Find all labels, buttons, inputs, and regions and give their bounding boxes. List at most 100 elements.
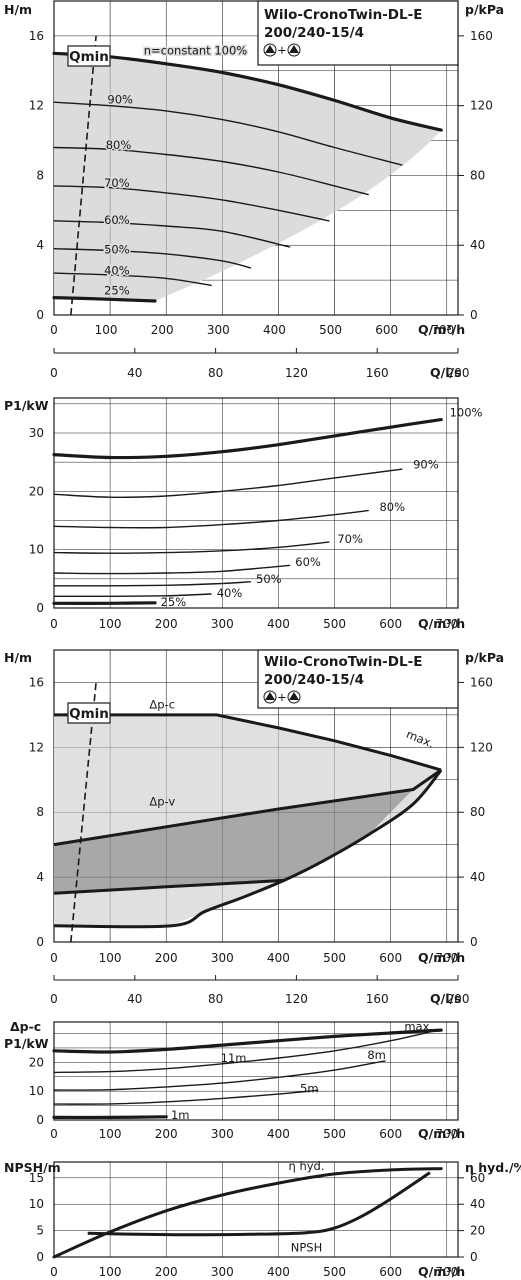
y-axis-right-label: p/kPa bbox=[465, 650, 504, 665]
y-right-tick-label: 160 bbox=[470, 29, 493, 43]
y-right-tick-label: 40 bbox=[470, 238, 485, 252]
dpv-curve bbox=[53, 768, 443, 847]
plus-label: + bbox=[277, 43, 287, 57]
x-tick-label: 200 bbox=[155, 1127, 178, 1141]
series-label: 25% bbox=[161, 595, 187, 609]
curve-50- bbox=[53, 248, 252, 269]
y-axis-label-2: P1/kW bbox=[4, 1036, 49, 1051]
series-label: n=constant 100% bbox=[144, 44, 248, 58]
x-tick-label: 500 bbox=[323, 951, 346, 965]
x2-tick-label: 120 bbox=[285, 992, 308, 1006]
x-tick-label: 200 bbox=[155, 1265, 178, 1279]
dpc-power-curve-max- bbox=[52, 1028, 443, 1054]
x-tick-label: 500 bbox=[323, 617, 346, 631]
x-tick-label: 400 bbox=[267, 1265, 290, 1279]
y-tick-label: 4 bbox=[36, 870, 44, 884]
qmin-box bbox=[67, 702, 111, 724]
power-curve-25pct bbox=[52, 601, 157, 605]
dpc-curve bbox=[54, 713, 442, 772]
y-tick-label: 0 bbox=[36, 1250, 44, 1264]
y-axis-right-label: η hyd./% bbox=[465, 1160, 521, 1175]
x2-tick-label: 0 bbox=[50, 992, 58, 1006]
x2-tick-label: 160 bbox=[366, 992, 389, 1006]
x-tick-label: 400 bbox=[267, 951, 290, 965]
chart-title: Wilo-CronoTwin-DL-E bbox=[264, 654, 422, 670]
series-label: 50% bbox=[256, 572, 282, 586]
series-label: 90% bbox=[107, 92, 133, 106]
x-tick-label: 200 bbox=[155, 617, 178, 631]
x-tick-label: 600 bbox=[379, 1265, 402, 1279]
pump-symbol-icon bbox=[289, 692, 299, 700]
series-label: 50% bbox=[104, 242, 130, 256]
x2-tick-label: 120 bbox=[285, 366, 308, 380]
efficiency-curve bbox=[52, 1167, 443, 1259]
y-right-tick-label: 160 bbox=[470, 675, 493, 689]
series-label: 8m bbox=[367, 1048, 386, 1062]
series-label: 1m bbox=[171, 1108, 190, 1122]
dpc-power-curve-8m bbox=[53, 1060, 386, 1091]
x-tick-label: 400 bbox=[267, 617, 290, 631]
x-axis-label: Q/m³/h bbox=[418, 1264, 465, 1279]
y-tick-label: 10 bbox=[29, 1197, 44, 1211]
plus-label: + bbox=[277, 690, 287, 704]
x2-tick-label: 80 bbox=[208, 992, 223, 1006]
y-right-tick-label: 20 bbox=[470, 1224, 485, 1238]
x-tick-label: 700 bbox=[435, 1127, 458, 1141]
x-tick-label: 100 bbox=[99, 1265, 122, 1279]
x-tick-label: 500 bbox=[319, 323, 342, 337]
series-label: 100% bbox=[450, 406, 483, 420]
qmin-label: Qmin bbox=[69, 706, 109, 722]
series-label: 80% bbox=[106, 138, 132, 152]
series-label: 5m bbox=[300, 1081, 319, 1095]
dpc-power-curve-1m bbox=[52, 1115, 168, 1120]
y-tick-label: 0 bbox=[36, 601, 44, 615]
x-tick-label: 600 bbox=[379, 617, 402, 631]
y-tick-label: 10 bbox=[29, 1084, 44, 1098]
y-tick-label: 16 bbox=[29, 675, 44, 689]
y-tick-label: 8 bbox=[36, 168, 44, 182]
curve-80- bbox=[53, 146, 369, 196]
y-axis-label: Δp-c bbox=[10, 1019, 41, 1034]
y-axis-label: H/m bbox=[4, 650, 32, 665]
dpc-label: Δp-c bbox=[149, 697, 175, 711]
plot-frame bbox=[53, 1021, 459, 1121]
x-tick-label: 0 bbox=[50, 1127, 58, 1141]
y-tick-label: 4 bbox=[36, 238, 44, 252]
y-axis-label: P1/kW bbox=[4, 398, 49, 413]
curve-n-constant-100- bbox=[52, 51, 443, 132]
x-tick-label: 0 bbox=[50, 951, 58, 965]
x-tick-label: 700 bbox=[435, 951, 458, 965]
series-label: 70% bbox=[337, 532, 363, 546]
x2-tick-label: 40 bbox=[127, 366, 142, 380]
y-right-tick-label: 120 bbox=[470, 740, 493, 754]
x-tick-label: 600 bbox=[379, 1127, 402, 1141]
x-tick-label: 200 bbox=[155, 951, 178, 965]
y-tick-label: 20 bbox=[29, 484, 44, 498]
dpv-label: Δp-v bbox=[149, 795, 175, 809]
series-label: 40% bbox=[104, 263, 130, 277]
x-tick-label: 600 bbox=[379, 951, 402, 965]
x2-tick-label: 160 bbox=[366, 366, 389, 380]
x-tick-label: 300 bbox=[211, 1127, 234, 1141]
y-tick-label: 10 bbox=[29, 543, 44, 557]
series-label: 11m bbox=[221, 1051, 247, 1065]
curve-70- bbox=[53, 185, 330, 222]
x-tick-label: 300 bbox=[211, 951, 234, 965]
y-tick-label: 16 bbox=[29, 29, 44, 43]
x-tick-label: 0 bbox=[50, 617, 58, 631]
x-tick-label: 700 bbox=[431, 323, 454, 337]
qmin-label: Qmin bbox=[69, 49, 109, 65]
x-tick-label: 500 bbox=[323, 1127, 346, 1141]
y-right-tick-label: 0 bbox=[470, 935, 478, 949]
pump-symbol-icon bbox=[265, 45, 275, 53]
series-label: η hyd. bbox=[289, 1159, 325, 1173]
series-label: 70% bbox=[104, 176, 130, 190]
x2-tick-label: 80 bbox=[208, 366, 223, 380]
qmin-line bbox=[70, 35, 97, 316]
x-tick-label: 100 bbox=[99, 1127, 122, 1141]
y-tick-label: 0 bbox=[36, 935, 44, 949]
y-tick-label: 12 bbox=[29, 99, 44, 113]
x-tick-label: 0 bbox=[50, 1265, 58, 1279]
pump-symbol-icon bbox=[265, 692, 275, 700]
x-tick-label: 100 bbox=[95, 323, 118, 337]
